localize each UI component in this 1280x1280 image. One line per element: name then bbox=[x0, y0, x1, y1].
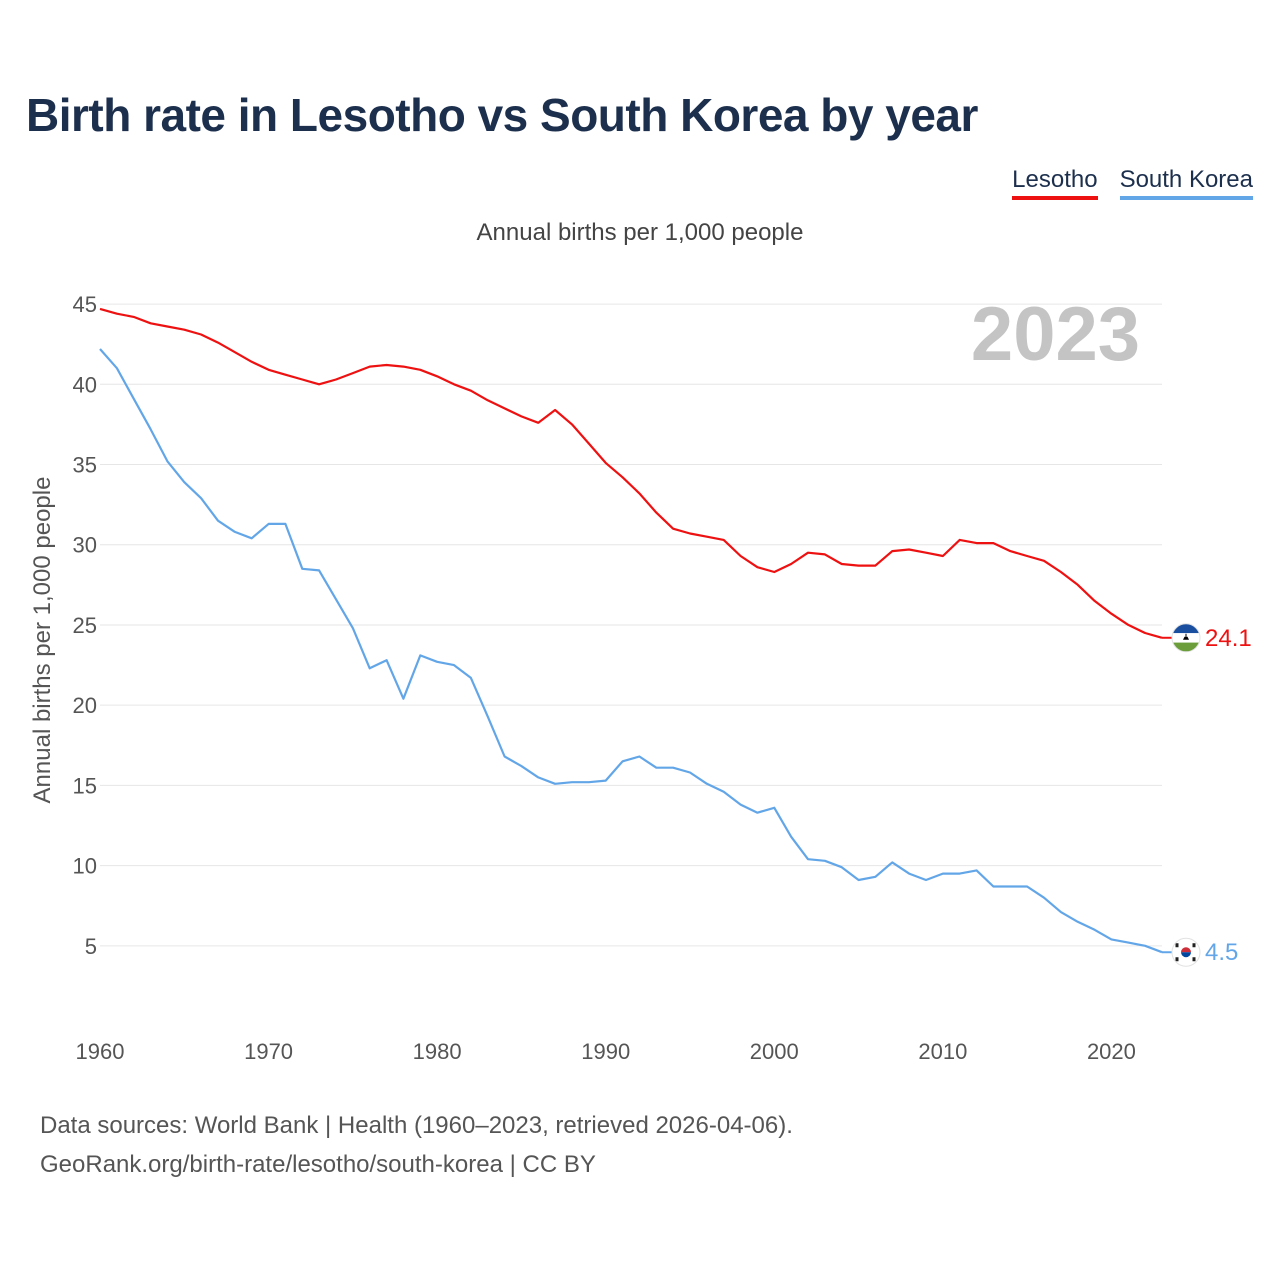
legend-item-lesotho[interactable]: Lesotho bbox=[1012, 166, 1098, 200]
x-tick-label: 1960 bbox=[76, 1039, 125, 1064]
gridlines bbox=[100, 303, 1162, 947]
flag-icon-lesotho bbox=[1171, 623, 1201, 653]
x-tick-label: 1970 bbox=[244, 1039, 293, 1064]
x-tick-label: 1990 bbox=[581, 1039, 630, 1064]
y-tick-label: 10 bbox=[73, 854, 97, 879]
y-tick-label: 30 bbox=[73, 533, 97, 558]
source-line-1: Data sources: World Bank | Health (1960–… bbox=[40, 1112, 793, 1139]
legend-item-south-korea[interactable]: South Korea bbox=[1119, 166, 1253, 200]
end-markers: 24.1 4.5 bbox=[1162, 623, 1252, 967]
flag-icon-south-korea bbox=[1171, 937, 1201, 967]
y-axis-label: Annual births per 1,000 people bbox=[29, 477, 56, 804]
source-line-2[interactable]: GeoRank.org/birth-rate/lesotho/south-kor… bbox=[40, 1151, 596, 1178]
y-axis-ticks: 5 10 15 20 25 30 35 40 45 bbox=[73, 292, 97, 959]
legend: Lesotho South Korea bbox=[1012, 166, 1253, 200]
chart-subtitle: Annual births per 1,000 people bbox=[477, 219, 804, 246]
x-tick-label: 1980 bbox=[413, 1039, 462, 1064]
x-axis-ticks: 1960 1970 1980 1990 2000 2010 2020 bbox=[76, 1039, 1136, 1064]
year-watermark: 2023 bbox=[971, 292, 1140, 377]
x-tick-label: 2000 bbox=[750, 1039, 799, 1064]
x-tick-label: 2010 bbox=[918, 1039, 967, 1064]
end-value-label-lesotho: 24.1 bbox=[1205, 625, 1252, 652]
x-tick-label: 2020 bbox=[1087, 1039, 1136, 1064]
source-note: Data sources: World Bank | Health (1960–… bbox=[40, 1106, 793, 1184]
y-tick-label: 5 bbox=[85, 934, 97, 959]
y-tick-label: 15 bbox=[73, 773, 97, 798]
series-line-south-korea[interactable] bbox=[99, 348, 1163, 954]
y-tick-label: 45 bbox=[73, 292, 97, 317]
page-title: Birth rate in Lesotho vs South Korea by … bbox=[26, 89, 978, 141]
end-value-label-south-korea: 4.5 bbox=[1205, 939, 1238, 966]
y-tick-label: 25 bbox=[73, 613, 97, 638]
y-tick-label: 40 bbox=[73, 372, 97, 397]
y-tick-label: 20 bbox=[73, 693, 97, 718]
series-lines bbox=[99, 307, 1163, 954]
y-tick-label: 35 bbox=[73, 453, 97, 478]
series-line-lesotho[interactable] bbox=[99, 307, 1163, 639]
